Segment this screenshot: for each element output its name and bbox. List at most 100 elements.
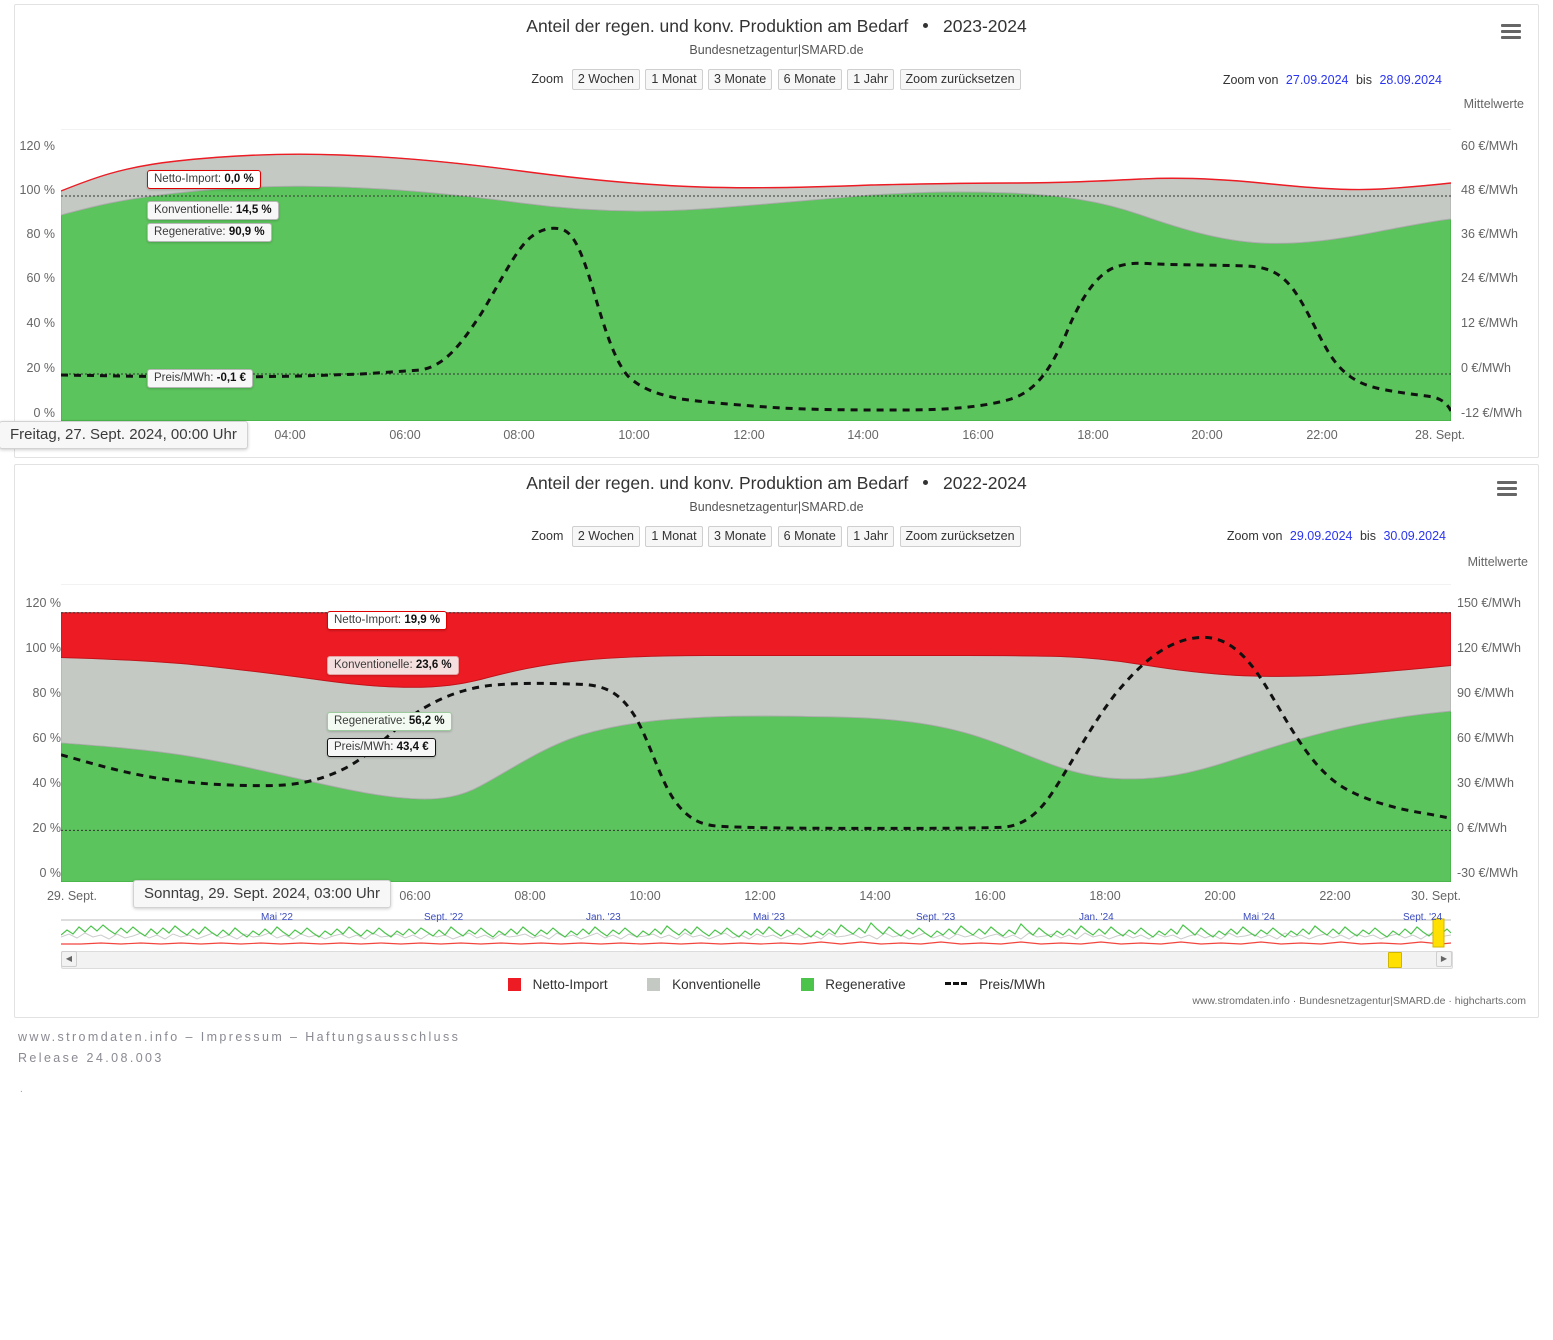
hamburger-menu-icon[interactable] [1498,21,1524,43]
chart-period: 2022-2024 [943,473,1027,493]
chart-1-svg [61,128,1451,421]
tooltip-label: Netto-Import: [154,173,222,185]
zoom-info-2: Zoom von 29.09.2024 bis 30.09.2024 [1227,529,1450,543]
range-button-1-jahr[interactable]: 1 Jahr [847,526,895,547]
legend-item-konventionelle[interactable]: Konventionelle [647,977,761,992]
tooltip-label: Konventionelle: [154,204,233,216]
footer-dot: . [20,1084,23,1095]
chart-legend: Netto-Import Konventionelle Regenerative… [15,977,1538,992]
x-tick-1000: 10:00 [618,428,650,442]
x-tick-1600: 16:00 [974,889,1006,903]
y-tick-100: 100 % [19,183,55,197]
navigator-label-mai-22: Mai '22 [261,912,293,923]
x-tick-1600: 16:00 [962,428,994,442]
tooltip-preis-2: Preis/MWh: 43,4 € [327,738,436,757]
x-tick-1000: 10:00 [629,889,661,903]
range-button-1-monat[interactable]: 1 Monat [645,526,703,547]
navigator-scrollbar[interactable] [61,951,1453,969]
navigator-label-mai-24: Mai '24 [1243,912,1275,923]
navigator[interactable]: Mai '22 Sept. '22 Jan. '23 Mai '23 Sept.… [60,912,1452,951]
y-tick-0: 0 % [39,866,61,880]
legend-swatch-regenerative [800,978,814,991]
series-netto-import-line-1 [61,153,1451,192]
tooltip-label: Regenerative: [334,715,406,727]
chart-title-2: Anteil der regen. und konv. Produktion a… [15,473,1538,494]
x-tick-29-sept: 29. Sept. [46,889,98,903]
y2-tick-90: 90 €/MWh [1457,686,1514,700]
tooltip-regenerative-2: Regenerative: 56,2 % [327,712,452,731]
tooltip-label: Preis/MWh: [334,741,394,753]
x-tick-0600: 06:00 [399,889,431,903]
y2-tick-0: 0 €/MWh [1461,361,1512,375]
x-tick-28-sept: 28. Sept. [1414,428,1466,442]
y-tick-40: 40 % [32,776,62,790]
range-button-reset[interactable]: Zoom zurücksetzen [899,69,1021,90]
y-tick-120: 120 % [19,139,55,153]
legend-label: Konventionelle [672,977,761,992]
tooltip-netto-import-2: Netto-Import: 19,9 % [327,611,448,630]
range-button-2-wochen[interactable]: 2 Wochen [571,526,640,547]
range-button-6-monate[interactable]: 6 Monate [777,526,842,547]
series-preis-line-2 [61,635,1451,830]
range-button-1-monat[interactable]: 1 Monat [645,69,703,90]
x-tick-0600: 06:00 [389,428,421,442]
legend-item-preis[interactable]: Preis/MWh [945,977,1045,992]
tooltip-label: Preis/MWh: [154,372,214,384]
right-axis-title-1: Mittelwerte [1463,97,1524,111]
navigator-label-mai-23: Mai '23 [753,912,785,923]
chart-subtitle-1: Bundesnetzagentur|SMARD.de [689,43,864,57]
navigator-konventionelle-line [60,932,1452,940]
range-button-3-monate[interactable]: 3 Monate [708,69,773,90]
range-button-3-monate[interactable]: 3 Monate [708,526,773,547]
range-button-6-monate[interactable]: 6 Monate [777,69,842,90]
range-button-2-wochen[interactable]: 2 Wochen [571,69,640,90]
tooltip-value: 19,9 % [404,614,441,626]
footer-links[interactable]: www.stromdaten.info – Impressum – Haftun… [18,1030,461,1044]
chart-card-2: Anteil der regen. und konv. Produktion a… [14,464,1539,1018]
x-tick-30-sept: 30. Sept. [1410,889,1462,903]
range-selector-2: Zoom 2 Wochen 1 Monat 3 Monate 6 Monate … [15,526,1538,547]
zoom-from-date[interactable]: 29.09.2024 [1289,529,1353,543]
zoom-to-date[interactable]: 30.09.2024 [1383,529,1446,543]
zoom-info-middle: bis [1355,73,1372,87]
y2-tick-120: 120 €/MWh [1457,641,1521,655]
zoom-info-prefix: Zoom von [1222,73,1279,87]
legend-item-regenerative[interactable]: Regenerative [800,977,906,992]
chart-card-1: Anteil der regen. und konv. Produktion a… [0,4,1539,458]
navigator-selected-handle [1432,918,1445,948]
chart-credits[interactable]: www.stromdaten.info · Bundesnetzagentur|… [1192,995,1526,1007]
navigator-label-sept-24: Sept. '24 [1403,912,1443,923]
tooltip-preis-1: Preis/MWh: -0,1 € [147,369,254,388]
legend-dashline-preis [945,982,968,985]
legend-label: Regenerative [825,977,906,992]
x-tick-0400: 04:00 [274,428,306,442]
y2-tick-minus12: -12 €/MWh [1461,406,1523,420]
y2-tick-36: 36 €/MWh [1461,227,1518,241]
range-selector-1: Zoom 2 Wochen 1 Monat 3 Monate 6 Monate … [15,69,1538,90]
y2-tick-48: 48 €/MWh [1461,183,1518,197]
navigator-netto-import-line [61,941,1452,945]
scrollbar-right-arrow[interactable]: ▶ [1436,951,1452,967]
tooltip-netto-import-1: Netto-Import: 0,0 % [147,170,261,189]
x-tick-1200: 12:00 [744,889,776,903]
y2-tick-12: 12 €/MWh [1461,316,1518,330]
chart-title-1: Anteil der regen. und konv. Produktion a… [15,16,1538,37]
zoom-from-date[interactable]: 27.09.2024 [1285,73,1349,87]
tooltip-label: Regenerative: [154,226,226,238]
tooltip-value: 0,0 % [224,173,254,185]
legend-item-netto-import[interactable]: Netto-Import [507,977,608,992]
navigator-series[interactable] [60,915,1452,951]
tooltip-value: 14,5 % [235,204,272,216]
tooltip-konventionelle-2: Konventionelle: 23,6 % [327,656,459,675]
hamburger-menu-icon[interactable] [1494,478,1520,500]
range-button-1-jahr[interactable]: 1 Jahr [847,69,895,90]
y2-tick-0: 0 €/MWh [1457,821,1508,835]
scrollbar-thumb[interactable] [1388,952,1402,968]
x-tick-0800: 08:00 [514,889,546,903]
tooltip-label: Netto-Import: [334,614,402,626]
zoom-to-date[interactable]: 28.09.2024 [1379,73,1442,87]
x-tick-2200: 22:00 [1319,889,1351,903]
range-button-reset[interactable]: Zoom zurücksetzen [899,526,1021,547]
y-tick-80: 80 % [26,227,56,241]
scrollbar-left-arrow[interactable]: ◀ [61,951,77,967]
